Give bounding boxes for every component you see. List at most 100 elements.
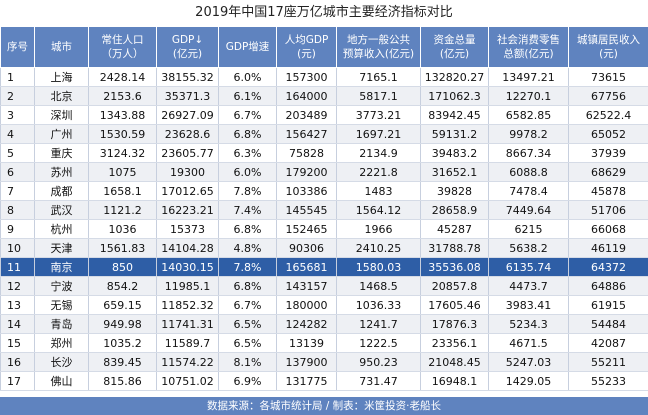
value-cell: 203489	[276, 105, 337, 125]
value-cell: 64886	[568, 276, 648, 296]
header-gdp-per-capita: 人均GDP (元)	[276, 26, 337, 68]
value-cell: 103386	[276, 181, 337, 201]
table-row: 7 成都 1658.1 17012.65 7.8% 103386 1483 39828 7478…	[0, 181, 648, 201]
value-cell: 2134.9	[336, 143, 421, 163]
value-cell: 23628.6	[156, 124, 219, 144]
value-cell: 6.0%	[218, 162, 277, 182]
city-cell: 南京	[34, 257, 89, 277]
value-cell: 1343.88	[88, 105, 157, 125]
value-cell: 45287	[420, 219, 489, 239]
value-cell: 145545	[276, 200, 337, 220]
value-cell: 1966	[336, 219, 421, 239]
header-label-line: （万人）	[101, 48, 144, 60]
source-footer: 数据来源：各城市统计局 / 制表：米筐投资·老船长	[0, 397, 648, 415]
value-cell: 124282	[276, 314, 337, 334]
value-cell: 1483	[336, 181, 421, 201]
value-cell: 90306	[276, 238, 337, 258]
value-cell: 67756	[568, 86, 648, 106]
value-cell: 6215	[488, 219, 569, 239]
value-cell: 17605.46	[420, 295, 489, 315]
row-index-cell: 13	[0, 295, 35, 315]
row-index-cell: 11	[0, 257, 35, 277]
value-cell: 2410.25	[336, 238, 421, 258]
value-cell: 6.7%	[218, 295, 277, 315]
value-cell: 11985.1	[156, 276, 219, 296]
value-cell: 12270.1	[488, 86, 569, 106]
table-row: 16 长沙 839.45 11574.22 8.1% 137900 950.23 21048.…	[0, 352, 648, 372]
value-cell: 5638.2	[488, 238, 569, 258]
value-cell: 39828	[420, 181, 489, 201]
city-cell: 广州	[34, 124, 89, 144]
value-cell: 46119	[568, 238, 648, 258]
value-cell: 949.98	[88, 314, 157, 334]
value-cell: 7478.4	[488, 181, 569, 201]
header-label-line: 城市	[51, 41, 72, 53]
value-cell: 157300	[276, 67, 337, 87]
value-cell: 171062.3	[420, 86, 489, 106]
value-cell: 16948.1	[420, 371, 489, 391]
value-cell: 1658.1	[88, 181, 157, 201]
value-cell: 9978.2	[488, 124, 569, 144]
value-cell: 28658.9	[420, 200, 489, 220]
table-row: 13 无锡 659.15 11852.32 6.7% 180000 1036.33 17605…	[0, 295, 648, 315]
value-cell: 179200	[276, 162, 337, 182]
city-cell: 成都	[34, 181, 89, 201]
value-cell: 6.8%	[218, 124, 277, 144]
value-cell: 6.9%	[218, 371, 277, 391]
value-cell: 11574.22	[156, 352, 219, 372]
value-cell: 55211	[568, 352, 648, 372]
table-row: 6 苏州 1075 19300 6.0% 179200 2221.8 31652.1 6088.…	[0, 162, 648, 182]
table-row: 9 杭州 1036 15373 6.8% 152465 1966 45287 6215 66068	[0, 219, 648, 239]
value-cell: 165681	[276, 257, 337, 277]
value-cell: 23605.77	[156, 143, 219, 163]
value-cell: 3983.41	[488, 295, 569, 315]
value-cell: 14104.28	[156, 238, 219, 258]
figure-title: 2019年中国17座万亿城市主要经济指标对比	[0, 0, 648, 26]
row-index-cell: 6	[0, 162, 35, 182]
value-cell: 1561.83	[88, 238, 157, 258]
row-index-cell: 15	[0, 333, 35, 353]
city-cell: 重庆	[34, 143, 89, 163]
row-index-cell: 2	[0, 86, 35, 106]
value-cell: 143157	[276, 276, 337, 296]
value-cell: 5234.3	[488, 314, 569, 334]
header-label-line: 常住人口	[101, 34, 144, 46]
table-row: 4 广州 1530.59 23628.6 6.8% 156427 1697.21 59131.…	[0, 124, 648, 144]
city-cell: 青岛	[34, 314, 89, 334]
value-cell: 62522.4	[568, 105, 648, 125]
value-cell: 1468.5	[336, 276, 421, 296]
city-cell: 武汉	[34, 200, 89, 220]
city-cell: 北京	[34, 86, 89, 106]
city-cell: 无锡	[34, 295, 89, 315]
table-row: 10 天津 1561.83 14104.28 4.8% 90306 2410.25 31788…	[0, 238, 648, 258]
city-cell: 长沙	[34, 352, 89, 372]
header-label-line: 总额(亿元)	[503, 48, 554, 60]
value-cell: 21048.45	[420, 352, 489, 372]
value-cell: 39483.2	[420, 143, 489, 163]
header-label-line: 社会消费零售	[497, 34, 560, 46]
header-population: 常住人口 （万人）	[88, 26, 157, 68]
city-cell: 杭州	[34, 219, 89, 239]
header-row: 序号 城市 常住人口 （万人） GDP↓ (亿元) GDP增速 人均GDP (元) 地方一般公共预…	[0, 26, 648, 68]
header-urban-income: 城镇居民收入 (元)	[568, 26, 648, 68]
value-cell: 7.8%	[218, 257, 277, 277]
value-cell: 1241.7	[336, 314, 421, 334]
row-index-cell: 14	[0, 314, 35, 334]
value-cell: 35371.3	[156, 86, 219, 106]
table-body: 1 上海 2428.14 38155.32 6.0% 157300 7165.1 132820…	[0, 67, 648, 391]
value-cell: 180000	[276, 295, 337, 315]
value-cell: 15373	[156, 219, 219, 239]
value-cell: 854.2	[88, 276, 157, 296]
value-cell: 2153.6	[88, 86, 157, 106]
header-label-line: 城镇居民收入	[577, 34, 640, 46]
value-cell: 42087	[568, 333, 648, 353]
value-cell: 8667.34	[488, 143, 569, 163]
row-index-cell: 17	[0, 371, 35, 391]
value-cell: 137900	[276, 352, 337, 372]
value-cell: 51706	[568, 200, 648, 220]
value-cell: 4473.7	[488, 276, 569, 296]
table-row: 5 重庆 3124.32 23605.77 6.3% 75828 2134.9 39483.2…	[0, 143, 648, 163]
value-cell: 131775	[276, 371, 337, 391]
value-cell: 3124.32	[88, 143, 157, 163]
